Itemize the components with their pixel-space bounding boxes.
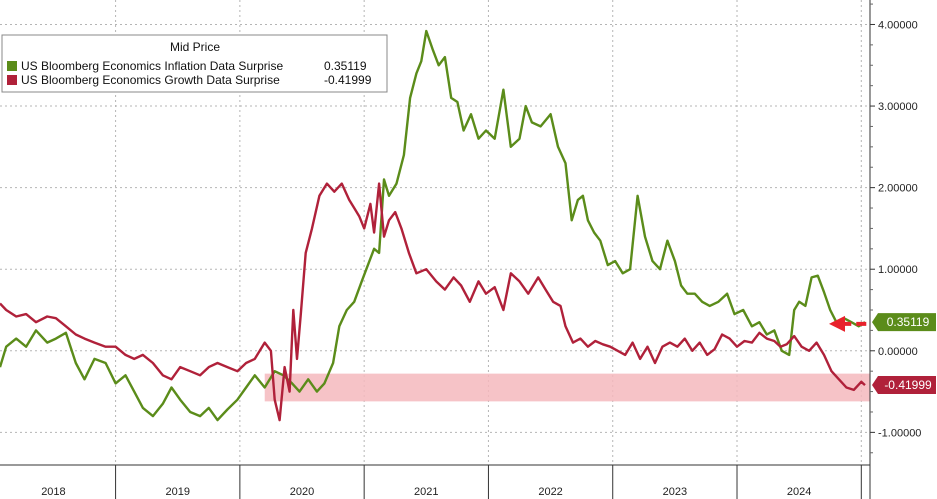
arrow-head-icon xyxy=(828,315,845,332)
y-tick-label-3: 1.00000 xyxy=(878,264,918,276)
x-tick-label-2: 2020 xyxy=(290,486,314,498)
legend-value-growth: -0.41999 xyxy=(324,73,372,87)
legend-swatch-growth xyxy=(7,75,17,85)
highlight-band xyxy=(264,373,870,402)
badge-shape xyxy=(872,313,936,332)
badge-shape xyxy=(872,376,936,395)
series-lines xyxy=(0,29,866,422)
y-tick-label-1: 3.00000 xyxy=(878,101,918,113)
y-tick-label-5: -1.00000 xyxy=(878,427,921,439)
x-tick-label-3: 2021 xyxy=(414,486,438,498)
y-tick-labels: 4.00000 3.00000 2.00000 1.00000 0.00000 -1.00… xyxy=(878,19,921,439)
x-tick-label-6: 2024 xyxy=(787,486,811,498)
legend-swatch-inflation xyxy=(7,61,17,71)
legend-value-inflation: 0.35119 xyxy=(324,59,367,73)
x-tick-labels: 2018 2019 2020 2021 2022 2023 2024 xyxy=(41,486,811,498)
y-tick-label-0: 4.00000 xyxy=(878,19,918,31)
x-tick-label-0: 2018 xyxy=(41,486,65,498)
series-line-growth xyxy=(0,182,866,422)
series-line-inflation xyxy=(0,29,866,422)
badge-label: -0.41999 xyxy=(884,378,932,392)
legend-box xyxy=(1,34,388,93)
last-value-badges: 0.35119 -0.41999 xyxy=(872,313,936,395)
x-tick-label-4: 2022 xyxy=(538,486,562,498)
last-value-badge-0: 0.35119 xyxy=(872,313,936,332)
legend-label-inflation: US Bloomberg Economics Inflation Data Su… xyxy=(21,59,283,73)
y-tick-label-2: 2.00000 xyxy=(878,183,918,195)
axes xyxy=(0,0,875,499)
legend: Mid Price US Bloomberg Economics Inflati… xyxy=(1,34,388,93)
x-tick-label-5: 2023 xyxy=(663,486,687,498)
legend-label-growth: US Bloomberg Economics Growth Data Surpr… xyxy=(21,73,280,87)
y-tick-label-4: 0.00000 xyxy=(878,346,918,358)
badge-label: 0.35119 xyxy=(887,315,930,329)
x-tick-label-1: 2019 xyxy=(165,486,189,498)
gridlines xyxy=(0,0,870,465)
legend-title: Mid Price xyxy=(170,40,220,54)
last-value-badge-1: -0.41999 xyxy=(872,376,936,395)
